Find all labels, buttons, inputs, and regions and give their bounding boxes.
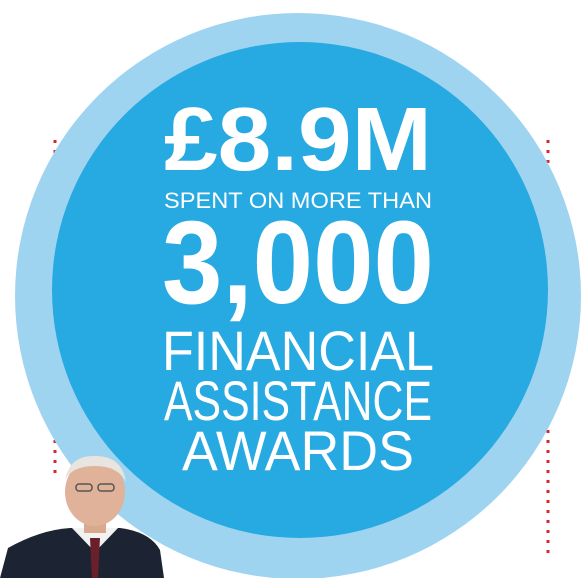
infographic: £8.9M SPENT ON MORE THAN 3,000 FINANCIAL…	[0, 0, 582, 578]
figure: 3,000	[162, 197, 434, 329]
headline: £8.9M	[164, 90, 432, 190]
caption-line: AWARDS	[182, 419, 414, 482]
